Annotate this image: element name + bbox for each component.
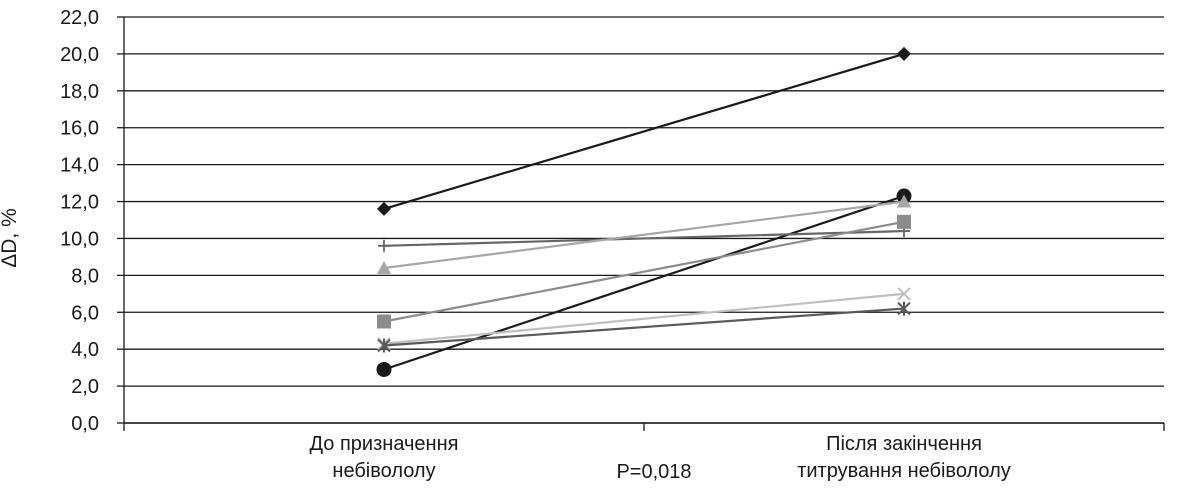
y-tick-label: 22,0 bbox=[60, 7, 99, 29]
point-marker bbox=[376, 361, 392, 377]
point-marker bbox=[897, 287, 911, 301]
series-line bbox=[383, 194, 905, 371]
x-category-label: Після закінчення титрування небівололу bbox=[797, 433, 1011, 482]
point-marker bbox=[377, 201, 391, 216]
point-marker bbox=[897, 301, 911, 316]
series-group bbox=[376, 46, 912, 377]
series-line bbox=[383, 307, 905, 347]
series-line bbox=[383, 220, 905, 323]
y-tick-label: 20,0 bbox=[60, 44, 99, 66]
series-line bbox=[383, 292, 905, 345]
y-tick-label: 14,0 bbox=[60, 155, 99, 177]
point-marker bbox=[377, 338, 391, 353]
point-marker bbox=[377, 314, 391, 329]
series-square bbox=[377, 214, 911, 329]
x-category-label: До призначення небівололу bbox=[310, 433, 459, 482]
series-line bbox=[383, 200, 905, 270]
series-triangle bbox=[377, 194, 911, 274]
point-marker bbox=[897, 46, 911, 61]
y-tick-label: 10,0 bbox=[60, 228, 99, 250]
y-tick-label: 2,0 bbox=[71, 376, 99, 398]
y-tick-label: 8,0 bbox=[71, 265, 99, 287]
y-tick-label: 0,0 bbox=[71, 413, 99, 435]
point-marker bbox=[897, 194, 911, 208]
series-line bbox=[383, 52, 905, 210]
point-marker bbox=[897, 214, 911, 229]
y-tick-label: 16,0 bbox=[60, 118, 99, 140]
y-tick-label: 12,0 bbox=[60, 192, 99, 214]
point-marker bbox=[378, 239, 390, 252]
x-axis: До призначення небівололу Після закінчення… bbox=[123, 17, 1165, 482]
series-diamond bbox=[377, 46, 911, 216]
grid-lines bbox=[117, 16, 1164, 424]
y-tick-labels: 0,0 2,0 4,0 6,0 8,0 10,0 12,0 14,0 16,0 18,0 20,0 2… bbox=[60, 7, 99, 435]
p-value-annotation: P=0,018 bbox=[616, 461, 691, 483]
point-marker bbox=[377, 260, 391, 274]
y-tick-label: 18,0 bbox=[60, 81, 99, 103]
series-line bbox=[383, 229, 905, 247]
series-star bbox=[377, 301, 911, 353]
y-tick-label: 4,0 bbox=[71, 339, 99, 361]
y-tick-label: 6,0 bbox=[71, 302, 99, 324]
y-axis-label: ΔD, % bbox=[0, 208, 21, 268]
